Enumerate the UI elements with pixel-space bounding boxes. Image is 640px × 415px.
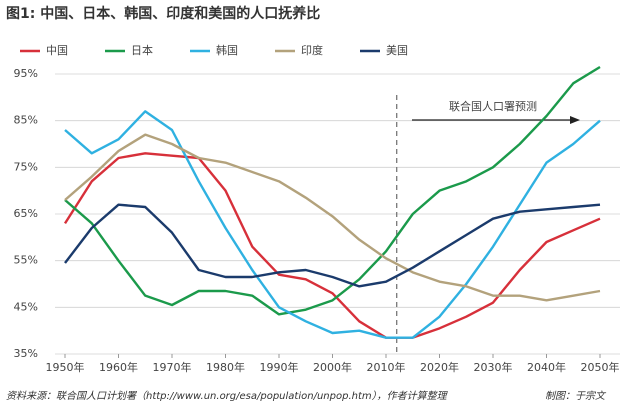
x-tick-label: 1970年 — [153, 360, 192, 374]
x-tick-label: 2040年 — [527, 360, 566, 374]
y-tick-label: 45% — [14, 300, 38, 313]
y-tick-label: 65% — [14, 207, 38, 220]
x-tick-label: 1950年 — [46, 360, 85, 374]
legend-label: 中国 — [46, 44, 68, 57]
chart-title: 图1: 中国、日本、韩国、印度和美国的人口抚养比 — [6, 5, 320, 22]
y-tick-label: 85% — [14, 114, 38, 127]
x-tick-label: 2030年 — [474, 360, 513, 374]
x-tick-label: 2000年 — [313, 360, 352, 374]
legend-label: 日本 — [131, 43, 153, 57]
legend-label: 美国 — [386, 44, 408, 57]
series-line — [64, 133, 601, 302]
x-tick-label: 2010年 — [367, 360, 406, 374]
x-tick-label: 2050年 — [581, 360, 620, 374]
annotation-text: 联合国人口署预测 — [449, 99, 537, 113]
y-tick-label: 55% — [14, 254, 38, 267]
series-line — [63, 152, 601, 339]
credit-note: 制图：于宗文 — [545, 390, 607, 402]
y-tick-label: 35% — [14, 347, 38, 360]
legend-label: 韩国 — [216, 43, 238, 57]
x-tick-label: 1980年 — [206, 360, 245, 374]
arrow-head — [570, 116, 580, 124]
x-tick-label: 1990年 — [260, 360, 299, 374]
x-tick-label: 2020年 — [420, 360, 459, 374]
series-line — [64, 110, 601, 339]
series-line — [64, 203, 601, 288]
legend-label: 印度 — [301, 43, 323, 57]
x-tick-label: 1960年 — [99, 360, 138, 374]
y-tick-label: 95% — [14, 67, 38, 80]
series-line — [64, 65, 601, 316]
y-tick-label: 75% — [14, 160, 38, 173]
source-note: 资料来源：联合国人口计划署（http://www.un.org/esa/popu… — [6, 390, 449, 402]
